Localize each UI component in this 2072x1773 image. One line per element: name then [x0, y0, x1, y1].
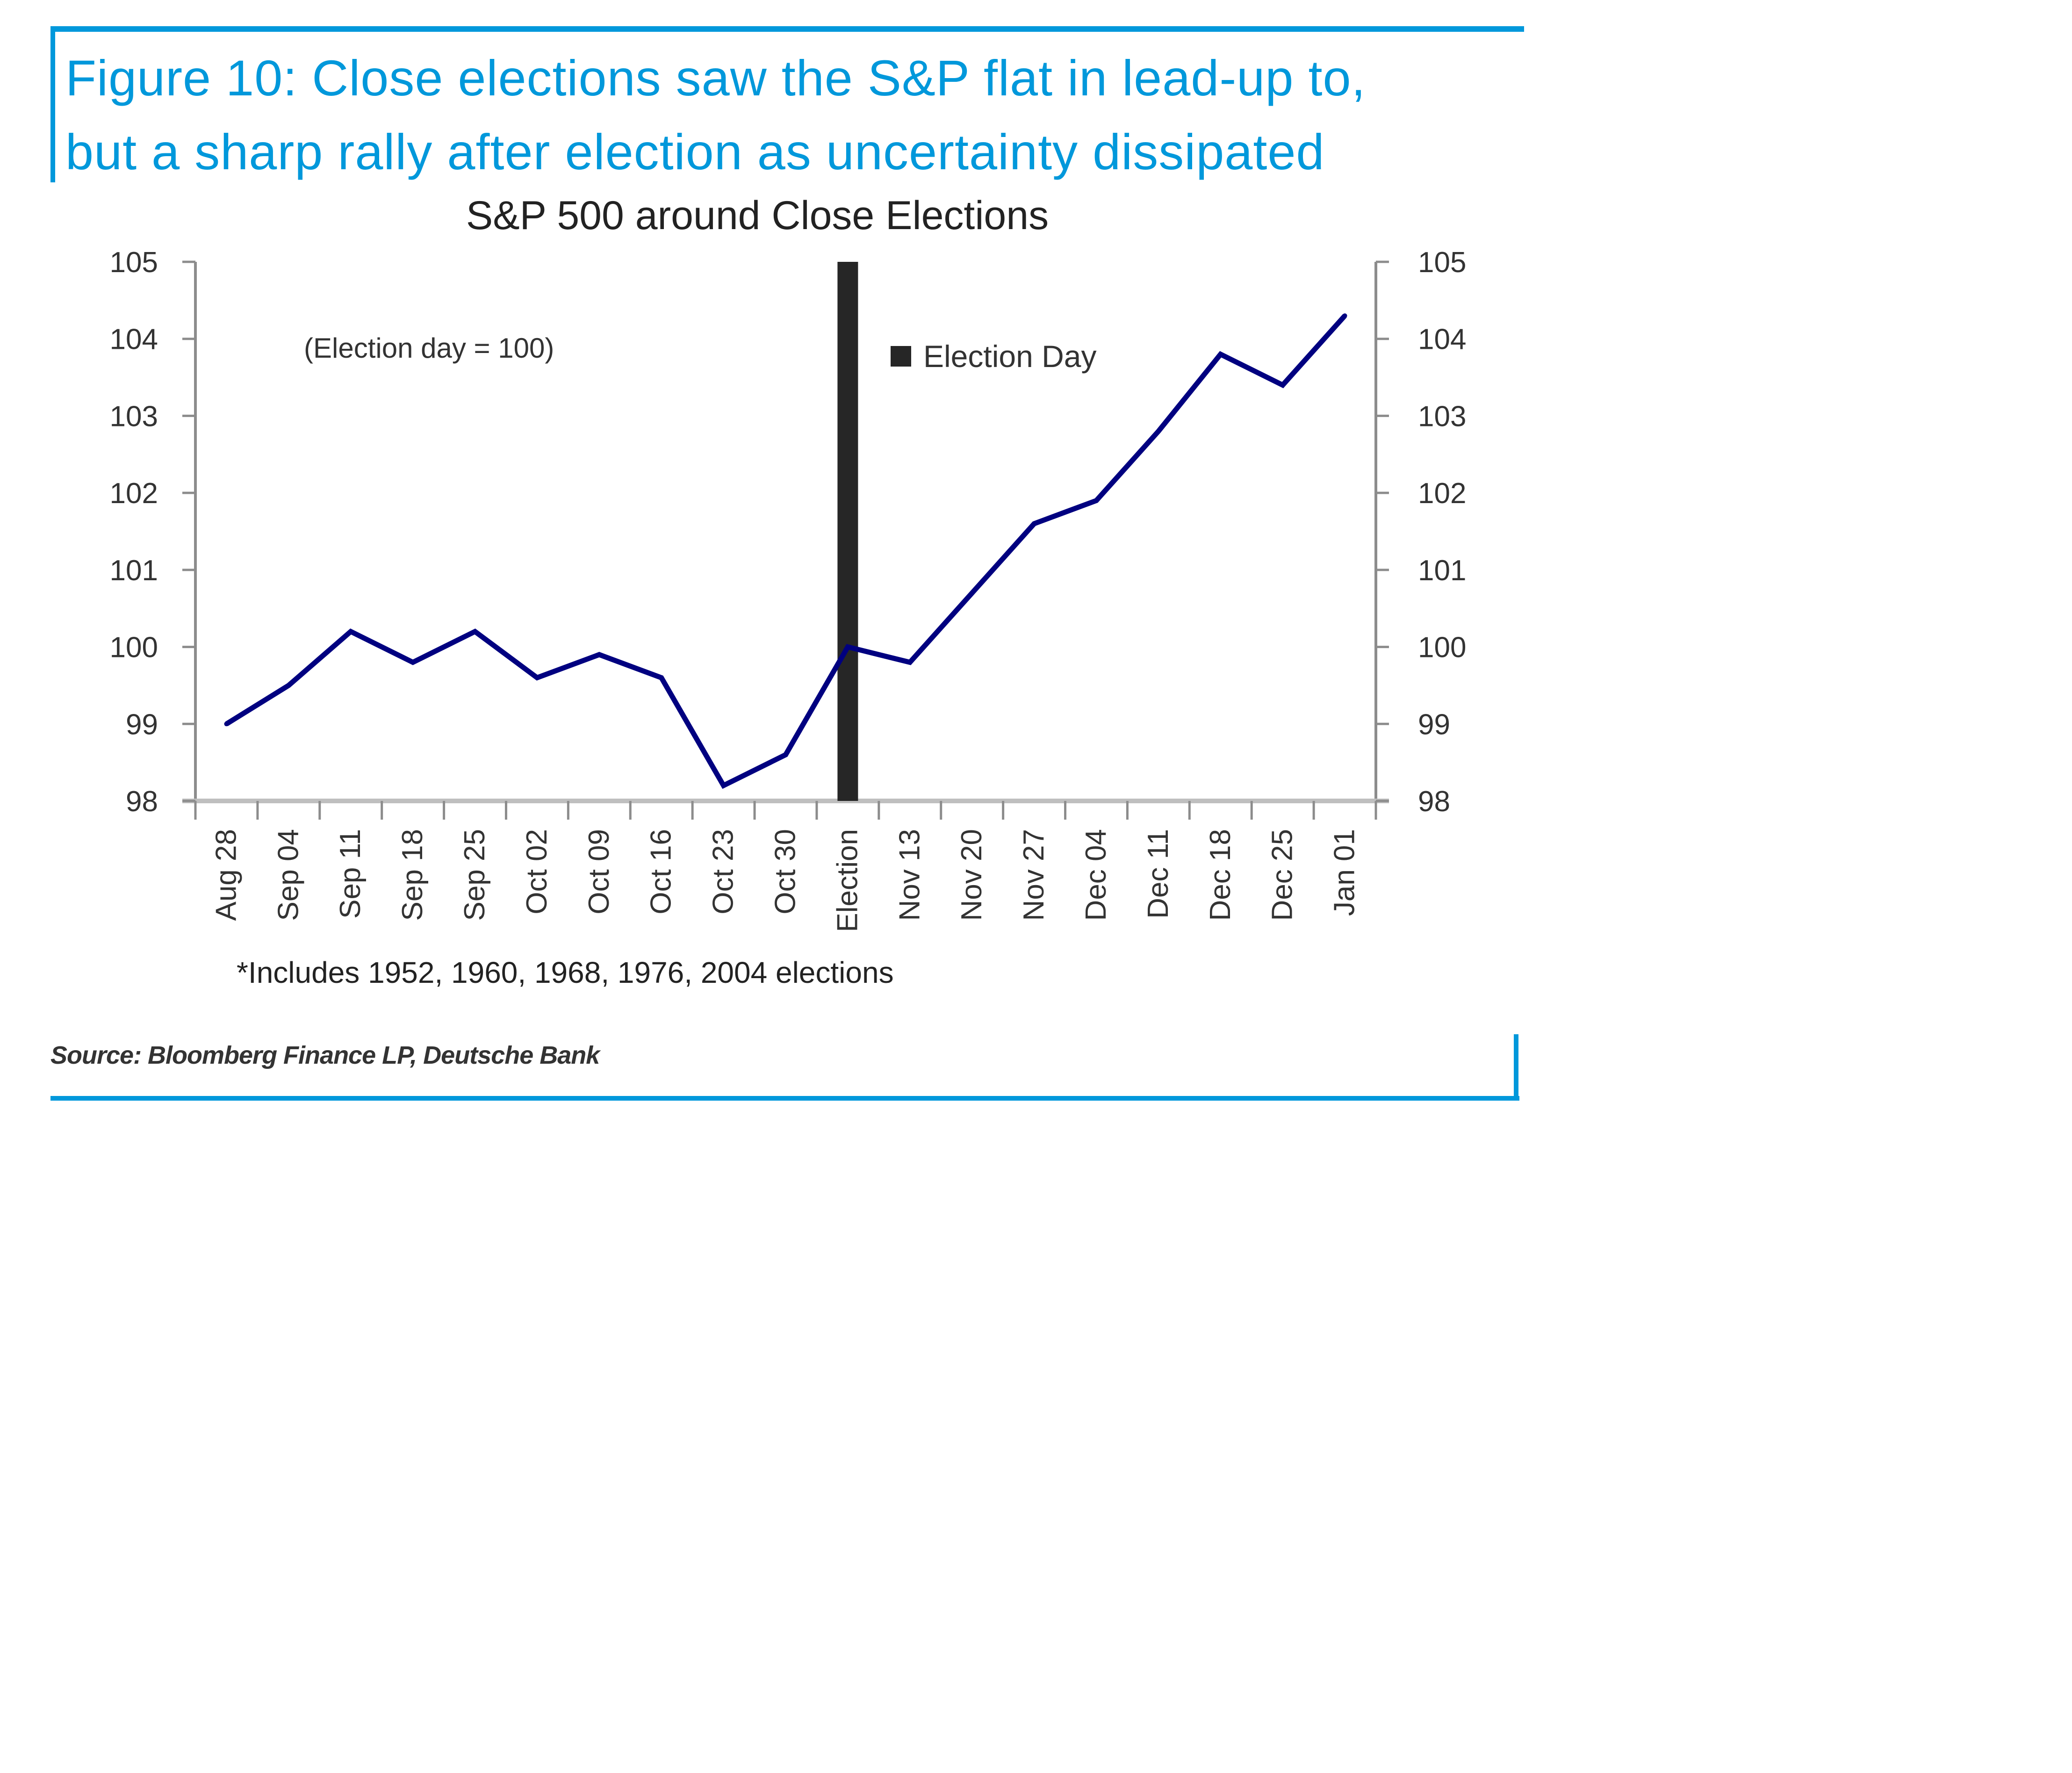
y-tick-label-right: 98 [1418, 786, 1450, 818]
y-tick-label-right: 104 [1418, 324, 1466, 356]
x-tick-label: Oct 23 [707, 829, 740, 915]
axes [182, 262, 1389, 803]
y-tick-label-right: 102 [1418, 477, 1466, 510]
data-point [1156, 429, 1161, 434]
legend: Election Day [891, 339, 1097, 374]
x-tick-label: Jan 01 [1329, 829, 1361, 916]
legend-label-election-day: Election Day [923, 339, 1097, 374]
data-point [845, 644, 850, 649]
figure-title: Figure 10: Close elections saw the S&P f… [65, 41, 1538, 189]
x-tick-label: Dec 25 [1266, 829, 1299, 921]
figure-title-line-1: Figure 10: Close elections saw the S&P f… [65, 50, 1366, 106]
y-tick-label-left: 100 [110, 632, 158, 664]
source-note: Source: Bloomberg Finance LP, Deutsche B… [50, 1041, 600, 1069]
data-point [783, 752, 788, 757]
data-point [721, 783, 726, 788]
y-tick-label-right: 105 [1418, 246, 1466, 279]
y-tick-label-left: 98 [126, 786, 158, 818]
x-tick-label: Sep 18 [396, 829, 429, 921]
x-tick-label: Nov 27 [1018, 829, 1050, 921]
x-tick-label: Nov 13 [893, 829, 926, 921]
data-point [597, 652, 602, 657]
data-points [224, 313, 1347, 788]
bottom-accent-rule [50, 1096, 1519, 1101]
data-point [410, 660, 416, 665]
data-point [1280, 382, 1285, 388]
line-chart: S&P 500 around Close Elections 98 99 100 10… [110, 193, 1467, 989]
data-point [534, 675, 540, 680]
y-tick-label-right: 101 [1418, 555, 1466, 587]
chart-footnote: *Includes 1952, 1960, 1968, 1976, 2004 e… [237, 956, 894, 989]
x-tick-label: Dec 04 [1080, 829, 1112, 921]
series-line-sp500 [225, 314, 1347, 789]
x-tick-label: Dec 11 [1142, 829, 1174, 919]
x-axis: Aug 28 Sep 04 Sep 11 Sep 18 Sep 25 Oct 02 Oct … [194, 801, 1377, 932]
data-point [348, 629, 353, 634]
data-point [473, 629, 478, 634]
y-tick-label-left: 102 [110, 477, 158, 510]
data-point [286, 683, 291, 688]
x-tick-label: Sep 04 [272, 829, 304, 921]
election-day-bar [837, 262, 858, 801]
y-tick-label-left: 101 [110, 555, 158, 587]
left-accent-rule [50, 26, 55, 182]
figure-title-line-2: but a sharp rally after election as unce… [65, 123, 1325, 180]
y-tick-label-right: 99 [1418, 708, 1450, 741]
y-axis-left: 98 99 100 101 102 103 104 105 [110, 246, 195, 818]
data-point [224, 721, 229, 727]
x-tick-label: Election [831, 829, 863, 932]
legend-swatch-election-day [891, 346, 911, 367]
chart-title: S&P 500 around Close Elections [466, 193, 1049, 238]
x-tick-label: Nov 20 [956, 829, 988, 921]
x-tick-label: Aug 28 [210, 829, 242, 921]
y-tick-label-left: 103 [110, 400, 158, 432]
x-tick-label: Sep 11 [334, 829, 367, 919]
x-tick-label: Oct 09 [583, 829, 615, 915]
data-point [907, 660, 913, 665]
data-point [659, 675, 664, 680]
x-tick-label: Sep 25 [459, 829, 491, 921]
top-accent-rule [50, 26, 1524, 32]
y-tick-label-left: 105 [110, 246, 158, 279]
y-axis-right: 98 99 100 101 102 103 104 105 [1376, 246, 1466, 818]
chart-annotation: (Election day = 100) [304, 332, 554, 364]
right-accent-rule [1514, 1034, 1518, 1101]
x-tick-label: Oct 02 [521, 829, 553, 915]
data-point [1342, 313, 1347, 318]
x-tick-label: Dec 18 [1204, 829, 1237, 921]
y-tick-label-left: 104 [110, 324, 158, 356]
data-point [970, 591, 975, 596]
y-tick-label-left: 99 [126, 708, 158, 741]
x-tick-label: Oct 16 [645, 829, 677, 915]
y-tick-label-right: 103 [1418, 400, 1466, 432]
y-tick-label-right: 100 [1418, 632, 1466, 664]
x-tick-label: Oct 30 [770, 829, 802, 915]
data-point [1032, 521, 1037, 526]
data-point [1094, 498, 1099, 503]
data-point [1218, 352, 1223, 357]
